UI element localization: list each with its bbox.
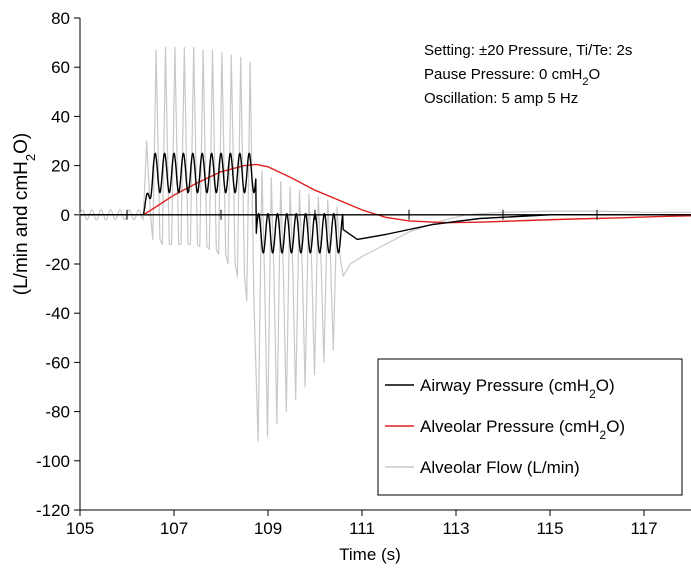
annotation-pause-main: Pause Pressure: 0 cmH	[424, 66, 582, 83]
x-tick-label: 117	[630, 519, 657, 538]
y-tick-label: 80	[51, 9, 70, 28]
series-group	[79, 46, 691, 442]
zero-axis-group	[80, 209, 691, 220]
y-tick-label: 40	[51, 107, 70, 126]
legend-box	[377, 358, 683, 496]
legend-label-airway: Airway Pressure (cmH2O)	[420, 376, 615, 401]
annotation-pause-tail: O	[589, 66, 601, 83]
legend-label-airway-tail: O)	[596, 376, 615, 395]
y-axis-title-sub: 2	[23, 154, 38, 161]
legend-label-airway-sub: 2	[589, 387, 596, 401]
x-tick-label: 105	[66, 519, 94, 538]
legend-label-alveolar-pressure-sub: 2	[600, 428, 607, 442]
annotation-pause: Pause Pressure: 0 cmH2O	[424, 66, 600, 88]
legend-label-alveolar-pressure: Alveolar Pressure (cmH2O)	[420, 417, 625, 442]
legend-label-alveolar-flow: Alveolar Flow (L/min)	[420, 458, 580, 477]
y-tick-label: -40	[45, 304, 70, 323]
legend: Airway Pressure (cmH2O) Alveolar Pressur…	[377, 358, 683, 496]
alveolar-pressure-line	[80, 163, 691, 224]
legend-label-alveolar-pressure-tail: O)	[606, 417, 625, 436]
y-tick-label: -20	[45, 255, 70, 274]
y-tick-label: 60	[51, 58, 70, 77]
x-tick-label: 115	[536, 519, 563, 538]
x-axis-title: Time (s)	[339, 545, 401, 564]
y-axis-title: (L/min and cmH2O)	[11, 133, 38, 295]
x-tick-label: 113	[442, 519, 469, 538]
annotation-pause-sub: 2	[582, 76, 588, 88]
y-tick-label: -80	[45, 403, 70, 422]
y-tick-label: -60	[45, 353, 70, 372]
y-axis-title-main: (L/min and cmH	[11, 161, 32, 295]
airway-pressure-line	[80, 152, 691, 254]
axes: -120 -100 -80 -60 -40 -20 0 20 40 60 80 105 107 109 11…	[36, 9, 691, 538]
y-axis-title-tail: O)	[11, 133, 32, 154]
annotation-setting: Setting: ±20 Pressure, Ti/Te: 2s	[424, 42, 632, 59]
y-tick-label: -100	[36, 452, 70, 471]
x-tick-label: 109	[254, 519, 282, 538]
annotation-oscillation: Oscillation: 5 amp 5 Hz	[424, 90, 578, 107]
x-tick-label: 111	[349, 519, 375, 538]
y-tick-label: -120	[36, 501, 70, 520]
y-tick-label: 20	[51, 157, 70, 176]
legend-label-alveolar-flow-main: Alveolar Flow (L/min)	[420, 458, 580, 477]
x-tick-label: 107	[160, 519, 188, 538]
legend-label-airway-main: Airway Pressure (cmH	[420, 376, 589, 395]
y-tick-label: 0	[61, 206, 70, 225]
settings-annotation: Setting: ±20 Pressure, Ti/Te: 2s Pause P…	[424, 42, 632, 107]
legend-label-alveolar-pressure-main: Alveolar Pressure (cmH	[420, 417, 600, 436]
alveolar-flow-line	[79, 46, 691, 442]
